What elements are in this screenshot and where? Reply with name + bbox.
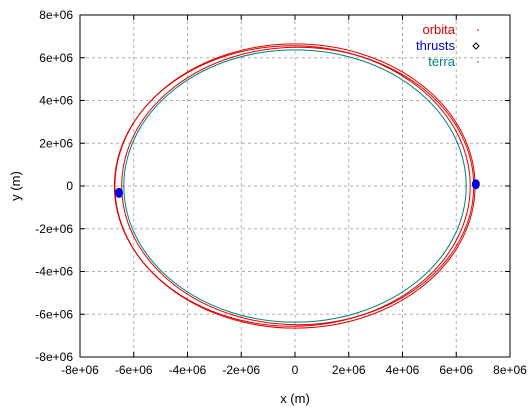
y-tick-label: 6e+06 xyxy=(39,51,73,65)
x-tick-label: 4e+06 xyxy=(386,363,420,377)
x-tick-label: 2e+06 xyxy=(332,363,366,377)
x-tick-label: -2e+06 xyxy=(222,363,260,377)
x-tick-label: -6e+06 xyxy=(115,363,153,377)
y-tick-label: 4e+06 xyxy=(39,94,73,108)
y-tick-label: -2e+06 xyxy=(35,222,73,236)
axis-ticks: -8e+06 -6e+06 -4e+06 -2e+06 0 2e+06 4e+06 6e+06… xyxy=(35,8,527,377)
y-tick-label: 2e+06 xyxy=(39,136,73,150)
legend-marker-terra xyxy=(477,61,479,63)
y-tick-label: 0 xyxy=(66,179,73,193)
thrusts-point xyxy=(114,187,123,198)
orbita-ring xyxy=(113,45,471,327)
series-thrusts xyxy=(114,179,480,198)
x-tick-label: -8e+06 xyxy=(61,363,99,377)
x-tick-label: 0 xyxy=(292,363,299,377)
legend-label-orbita: orbita xyxy=(422,22,455,37)
y-axis-label: y (m) xyxy=(8,171,23,201)
y-tick-label: 8e+06 xyxy=(39,8,73,22)
legend-marker-orbita xyxy=(477,29,479,31)
y-tick-label: -6e+06 xyxy=(35,307,73,321)
x-tick-label: 8e+06 xyxy=(493,363,527,377)
terra-ring xyxy=(123,49,467,323)
y-tick-label: -8e+06 xyxy=(35,350,73,364)
plot-series xyxy=(113,43,480,329)
thrusts-point xyxy=(471,179,480,190)
legend: orbita thrusts terra xyxy=(416,22,480,69)
x-tick-label: 6e+06 xyxy=(439,363,473,377)
legend-marker-thrusts xyxy=(472,42,480,50)
y-tick-label: -4e+06 xyxy=(35,265,73,279)
legend-label-terra: terra xyxy=(428,54,456,69)
x-axis-label: x (m) xyxy=(280,391,310,406)
legend-label-thrusts: thrusts xyxy=(416,38,456,53)
series-terra xyxy=(123,49,467,323)
x-tick-label: -4e+06 xyxy=(169,363,207,377)
